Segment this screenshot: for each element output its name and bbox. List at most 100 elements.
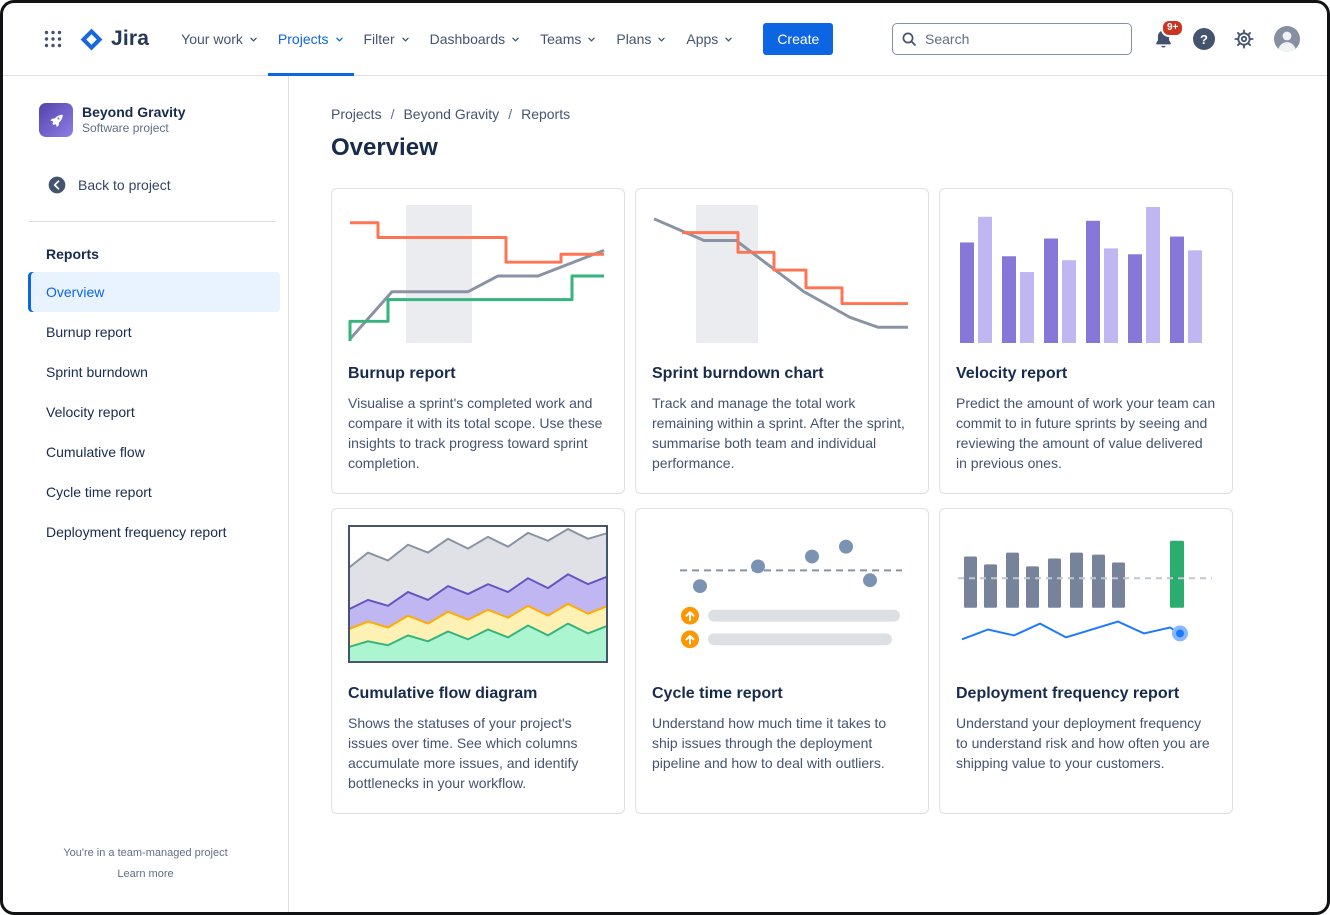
nav-your-work[interactable]: Your work [171, 3, 268, 76]
burnup-chart-thumbnail [348, 205, 608, 343]
card-description: Understand how much time it takes to shi… [652, 715, 887, 771]
sidebar-item-velocity-report[interactable]: Velocity report [28, 392, 280, 432]
sidebar-item-label: Burnup report [46, 324, 132, 340]
project-titles: Beyond Gravity Software project [82, 104, 185, 136]
nav-projects-label: Projects [277, 31, 329, 47]
sidebar-item-label: Deployment frequency report [46, 524, 227, 540]
breadcrumb-projects[interactable]: Projects [331, 106, 382, 122]
breadcrumb-separator: / [390, 106, 395, 122]
notification-count-badge: 9+ [1161, 18, 1185, 37]
nav-your-work-label: Your work [181, 31, 243, 47]
learn-more-link[interactable]: Learn more [117, 868, 174, 880]
grid-dots-icon [44, 30, 62, 48]
nav-projects[interactable]: Projects [267, 3, 354, 76]
top-navigation-bar: Jira Your work Projects Filter Dashboard… [3, 3, 1327, 76]
breadcrumb-reports[interactable]: Reports [521, 106, 571, 122]
nav-dashboards[interactable]: Dashboards [420, 3, 531, 76]
cycle-time-chart-thumbnail [652, 525, 912, 663]
settings-button[interactable] [1233, 28, 1255, 50]
card-title: Sprint burndown chart [652, 365, 824, 382]
sidebar-divider [29, 221, 276, 222]
chevron-down-icon [725, 37, 733, 42]
help-icon: ? [1193, 28, 1215, 50]
sidebar-footer: You're in a team-managed project Learn m… [3, 847, 288, 882]
nav-teams[interactable]: Teams [530, 3, 606, 76]
sidebar-item-deployment-frequency-report[interactable]: Deployment frequency report [28, 512, 280, 552]
card-description: Track and manage the total work remainin… [652, 395, 905, 471]
gear-icon [1234, 29, 1254, 49]
project-type: Software project [82, 121, 169, 135]
nav-dashboards-label: Dashboards [429, 31, 506, 47]
back-to-project-link[interactable]: Back to project [47, 175, 278, 195]
reports-section-title: Reports [46, 246, 99, 262]
chevron-down-icon [658, 37, 666, 42]
global-search [892, 23, 1132, 55]
project-name: Beyond Gravity [82, 104, 186, 120]
sidebar-item-label: Cycle time report [46, 484, 152, 500]
sidebar-item-label: Sprint burndown [46, 364, 148, 380]
project-header: Beyond Gravity Software project [39, 103, 278, 137]
sidebar-item-overview[interactable]: Overview [28, 272, 280, 312]
breadcrumb-project-name[interactable]: Beyond Gravity [403, 106, 500, 122]
sidebar-item-cycle-time-report[interactable]: Cycle time report [28, 472, 280, 512]
search-input[interactable] [892, 23, 1132, 55]
cumulative-flow-chart-thumbnail [348, 525, 608, 663]
help-button[interactable]: ? [1193, 28, 1215, 50]
jira-wordmark: Jira [111, 27, 150, 50]
nav-apps[interactable]: Apps [676, 3, 743, 76]
nav-utility-icons: 9+ ? [1152, 18, 1301, 53]
notifications-button[interactable]: 9+ [1152, 18, 1185, 51]
profile-button[interactable] [1273, 25, 1301, 53]
nav-filter[interactable]: Filter [354, 3, 420, 76]
nav-apps-label: Apps [686, 31, 719, 47]
nav-teams-label: Teams [540, 31, 582, 47]
report-card-burnup[interactable]: Burnup report Visualise a sprint's compl… [331, 188, 625, 494]
card-title: Deployment frequency report [956, 685, 1180, 702]
nav-plans-label: Plans [616, 31, 652, 47]
card-title: Cumulative flow diagram [348, 685, 538, 702]
sidebar-item-label: Overview [46, 284, 105, 300]
sprint-burndown-chart-thumbnail [652, 205, 912, 343]
nav-plans[interactable]: Plans [606, 3, 676, 76]
page-title: Overview [331, 134, 438, 161]
report-card-deployment-frequency[interactable]: Deployment frequency report Understand y… [939, 508, 1233, 814]
chevron-down-icon [250, 37, 257, 42]
main-content: Projects / Beyond Gravity / Reports Over… [289, 76, 1327, 912]
jira-logo-icon [80, 28, 103, 50]
back-arrow-icon [48, 176, 66, 194]
report-cards-grid: Burnup report Visualise a sprint's compl… [331, 188, 1327, 814]
chevron-down-icon [335, 37, 343, 42]
sidebar-item-label: Velocity report [46, 404, 135, 420]
search-icon [902, 32, 916, 46]
sidebar: Beyond Gravity Software project Back to … [3, 76, 289, 912]
card-title: Cycle time report [652, 685, 783, 702]
create-button[interactable]: Create [763, 23, 834, 55]
app-switcher-icon[interactable] [37, 23, 69, 55]
sidebar-item-sprint-burndown[interactable]: Sprint burndown [28, 352, 280, 392]
nav-filter-label: Filter [363, 31, 395, 47]
deployment-frequency-chart-thumbnail [956, 525, 1216, 663]
card-description: Predict the amount of work your team can… [956, 395, 1216, 471]
project-avatar [39, 103, 73, 137]
chevron-down-icon [512, 37, 519, 42]
velocity-chart-thumbnail [956, 205, 1216, 343]
card-description: Shows the statuses of your project's iss… [348, 715, 579, 791]
sidebar-item-label: Cumulative flow [46, 444, 145, 460]
sidebar-item-burnup-report[interactable]: Burnup report [28, 312, 280, 352]
jira-logo[interactable]: Jira [79, 27, 149, 52]
back-to-project-label: Back to project [78, 177, 171, 193]
reports-nav-section: Reports Overview Burnup report Sprint bu… [28, 240, 280, 552]
report-card-velocity[interactable]: Velocity report Predict the amount of wo… [939, 188, 1233, 494]
report-card-sprint-burndown[interactable]: Sprint burndown chart Track and manage t… [635, 188, 929, 494]
breadcrumb-separator: / [508, 106, 513, 122]
card-description: Visualise a sprint's completed work and … [348, 395, 603, 471]
card-description: Understand your deployment frequency to … [956, 715, 1210, 771]
sidebar-item-cumulative-flow[interactable]: Cumulative flow [28, 432, 280, 472]
report-card-cycle-time[interactable]: Cycle time report Understand how much ti… [635, 508, 929, 814]
chevron-down-icon [588, 37, 596, 42]
rocket-icon [49, 114, 63, 127]
chevron-down-icon [401, 37, 409, 42]
team-managed-note: You're in a team-managed project [63, 847, 228, 859]
report-card-cumulative-flow[interactable]: Cumulative flow diagram Shows the status… [331, 508, 625, 814]
